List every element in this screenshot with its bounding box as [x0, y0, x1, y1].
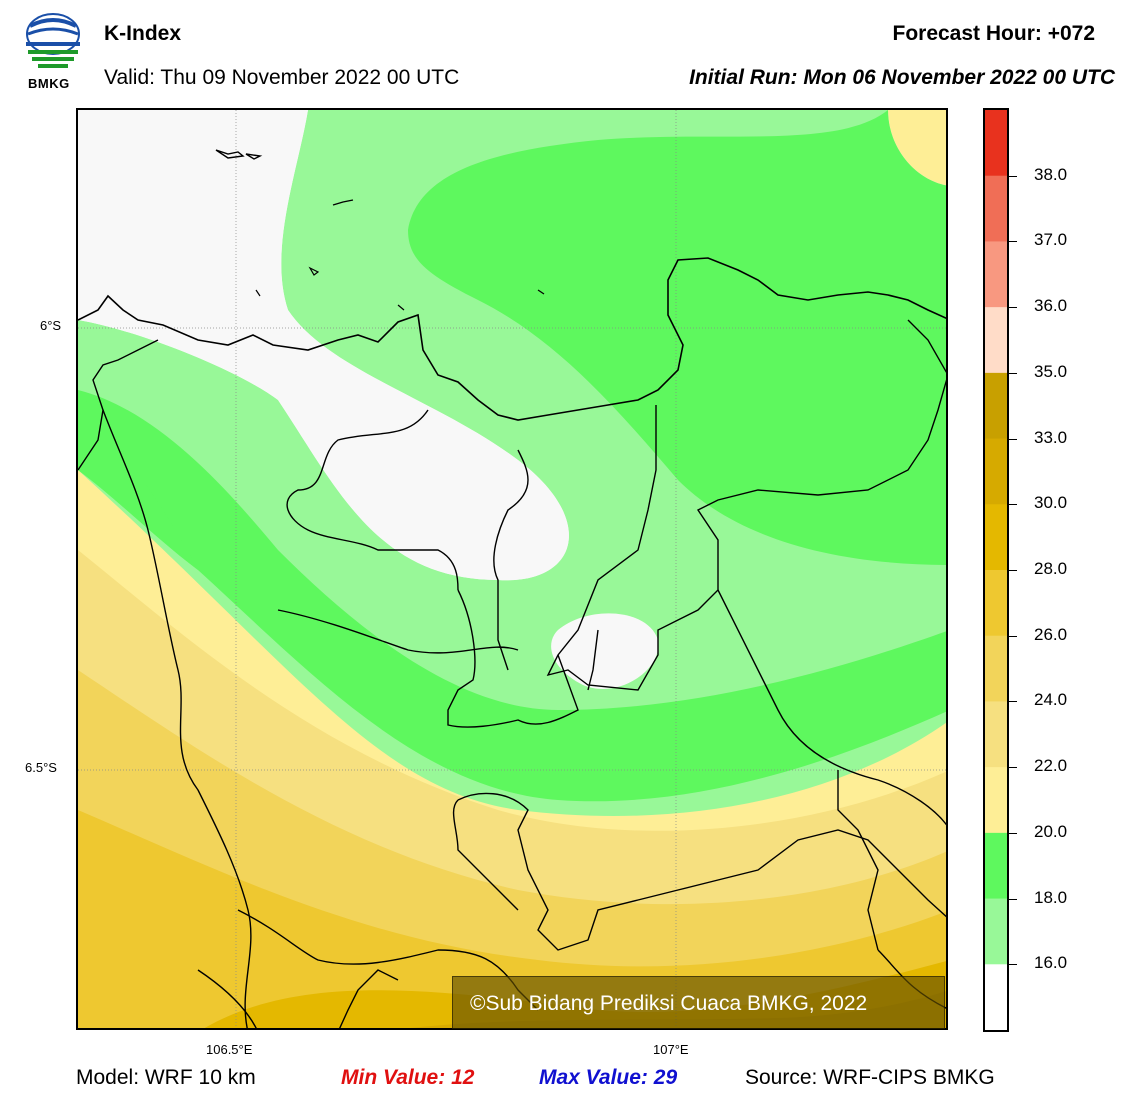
colorbar-tick [1009, 504, 1017, 506]
colorbar-segment [985, 635, 1007, 702]
bmkg-logo [22, 12, 84, 92]
colorbar-tick-label: 28.0 [1034, 559, 1068, 578]
colorbar-segment [985, 898, 1007, 965]
colorbar [983, 108, 1009, 1032]
colorbar-segment [985, 241, 1007, 308]
colorbar-tick-label: 36.0 [1034, 296, 1068, 316]
colorbar-segment [985, 570, 1007, 637]
colorbar-tick-label: 37.0 [1034, 230, 1068, 250]
colorbar-tick [1009, 307, 1017, 309]
lon-label: 106.5°E [206, 1042, 253, 1057]
lat-label: 6.5°S [25, 760, 57, 775]
colorbar-tick-label: 38.0 [1034, 164, 1068, 184]
colorbar-tick-label: 24.0 [1034, 690, 1068, 710]
colorbar-tick-label: 20.0 [1034, 821, 1068, 841]
copyright-notice: ©Sub Bidang Prediksi Cuaca BMKG, 2022 [452, 976, 945, 1029]
lat-label: 6°S [40, 318, 62, 333]
colorbar-segment [985, 504, 1007, 571]
colorbar-tick-label: 22.0 [1034, 756, 1068, 776]
k-index-map [76, 108, 948, 1030]
colorbar-tick [1009, 767, 1017, 769]
colorbar-segment [985, 438, 1007, 505]
colorbar-tick-label: 30.0 [1034, 493, 1068, 513]
colorbar-tick [1009, 372, 1017, 374]
colorbar-segment [985, 110, 1007, 177]
colorbar-segment [985, 767, 1007, 834]
colorbar-tick [1009, 964, 1017, 966]
colorbar-segment [985, 701, 1007, 768]
colorbar-tick-label: 35.0 [1034, 361, 1068, 381]
colorbar-tick-label: 16.0 [1034, 953, 1068, 973]
colorbar-tick [1009, 832, 1017, 834]
colorbar-segment [985, 832, 1007, 900]
colorbar-tick [1009, 635, 1017, 637]
source-label: Source: WRF-CIPS BMKG [745, 1066, 995, 1089]
colorbar-tick-label: 18.0 [1034, 887, 1068, 907]
colorbar-segment [985, 964, 1007, 1030]
colorbar-tick [1009, 570, 1017, 571]
colorbar-tick [1009, 701, 1017, 703]
colorbar-segment [985, 307, 1007, 374]
min-value: Min Value: 12 [341, 1066, 475, 1089]
lon-label: 107°E [653, 1042, 689, 1057]
valid-time: Valid: Thu 09 November 2022 00 UTC [104, 66, 460, 89]
colorbar-tick-label: 33.0 [1034, 427, 1068, 447]
colorbar-tick-label: 26.0 [1034, 624, 1068, 644]
colorbar-segment [985, 372, 1007, 440]
initial-run: Initial Run: Mon 06 November 2022 00 UTC [689, 66, 1115, 89]
colorbar-tick [1009, 175, 1017, 177]
colorbar-tick [1009, 241, 1017, 243]
max-value: Max Value: 29 [539, 1066, 678, 1089]
colorbar-segment [985, 175, 1007, 242]
forecast-hour: Forecast Hour: +072 [892, 22, 1096, 45]
logo-text: BMKG [28, 76, 70, 91]
chart-title: K-Index [104, 22, 182, 45]
colorbar-tick [1009, 438, 1017, 440]
model-label: Model: WRF 10 km [76, 1066, 256, 1089]
colorbar-tick [1009, 898, 1017, 900]
